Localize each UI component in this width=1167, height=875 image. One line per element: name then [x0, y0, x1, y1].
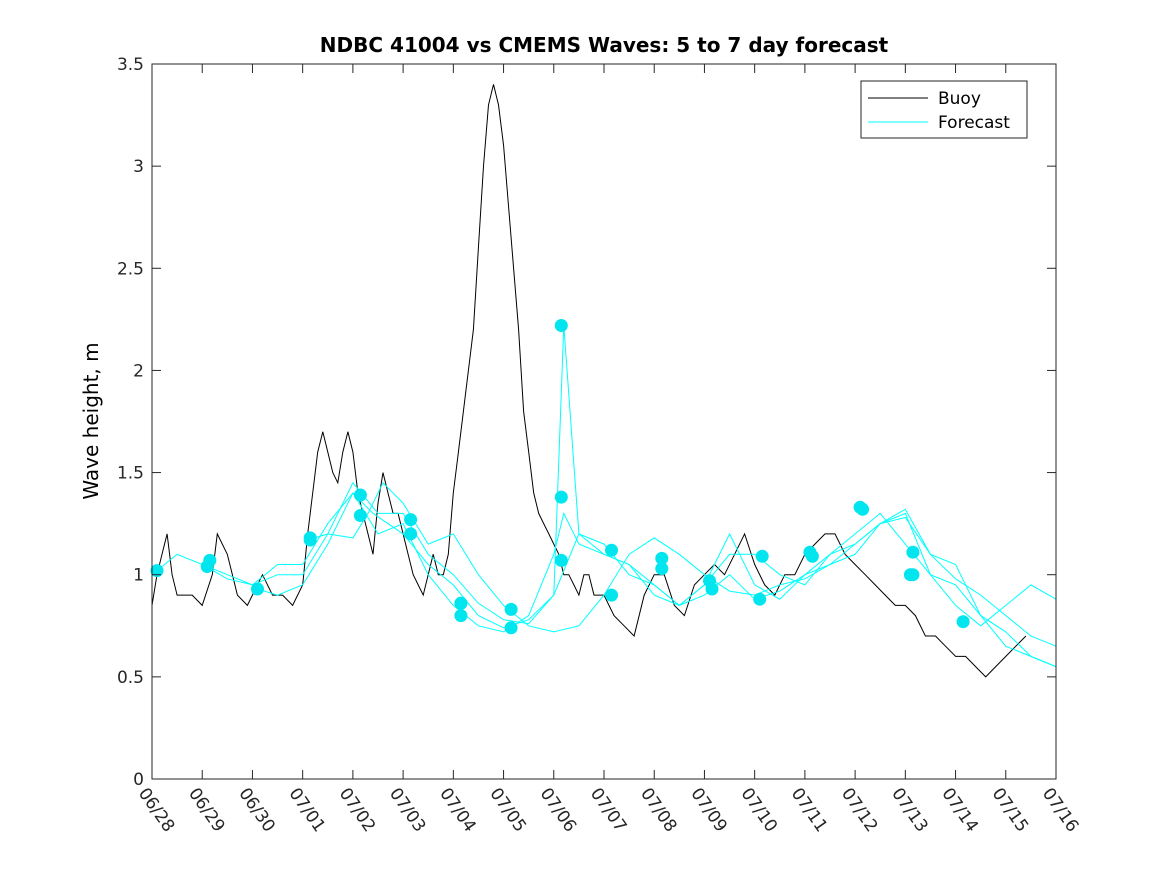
x-tick-label: 07/05 [485, 784, 529, 836]
forecast-start-marker [303, 531, 317, 545]
forecast-start-marker [605, 588, 618, 602]
forecast-start-marker [251, 582, 264, 596]
forecast-start-marker [705, 582, 719, 596]
plot-area [152, 64, 1056, 779]
x-tick-label: 07/14 [937, 784, 981, 836]
forecast-start-marker [906, 545, 920, 559]
y-tick-label: 3 [133, 157, 144, 177]
forecast-series-line-4 [307, 325, 1057, 668]
forecast-series-line-1 [156, 481, 1057, 647]
y-tick-label: 3.5 [117, 55, 144, 75]
y-tick-label: 2 [133, 361, 144, 381]
forecast-start-marker [753, 592, 767, 606]
forecast-start-marker [454, 596, 468, 610]
legend-forecast-label: Forecast [938, 113, 1010, 133]
forecast-start-marker [605, 543, 618, 557]
forecast-start-marker [554, 319, 568, 332]
x-tick-label: 07/04 [435, 784, 479, 836]
x-tick-label: 07/06 [536, 784, 580, 836]
x-tick-label: 07/09 [686, 784, 730, 836]
x-tick-label: 07/03 [385, 784, 429, 836]
forecast-start-marker [353, 509, 367, 522]
forecast-start-marker [906, 568, 920, 582]
forecast-start-marker [504, 602, 518, 616]
x-tick-label: 07/12 [837, 784, 881, 836]
buoy-series-line [151, 84, 1027, 678]
forecast-start-marker [504, 621, 518, 635]
forecast-start-marker [805, 549, 819, 563]
y-tick-label: 0.5 [117, 668, 144, 688]
forecast-start-marker [655, 551, 669, 565]
y-tick-label: 1.5 [117, 464, 144, 484]
forecast-start-marker [353, 488, 367, 502]
y-tick-label: 0 [133, 770, 144, 790]
series-layer [151, 84, 1057, 678]
forecast-start-marker [150, 564, 164, 578]
x-tick-label: 06/28 [134, 784, 178, 836]
legend-box [860, 80, 1028, 139]
forecast-start-marker [404, 513, 418, 527]
y-tick-label: 1 [133, 566, 144, 586]
forecast-start-marker [554, 490, 568, 504]
forecast-series-line-3 [257, 491, 1057, 668]
x-tick-label: 06/29 [184, 784, 228, 836]
y-axis-label: Wave height, m [79, 342, 103, 499]
forecast-start-marker [856, 502, 870, 516]
x-tick-label: 07/07 [586, 784, 630, 836]
forecast-start-marker [554, 553, 568, 567]
forecast-start-marker [454, 609, 468, 623]
x-tick-label: 07/15 [988, 784, 1032, 836]
forecast-start-marker [404, 527, 418, 541]
x-tick-label: 07/02 [335, 784, 379, 836]
x-tick-label: 06/30 [234, 784, 278, 836]
x-tick-label: 07/11 [787, 784, 831, 836]
x-tick-label: 07/16 [1038, 784, 1082, 836]
forecast-start-marker [655, 562, 669, 576]
legend-buoy-label: Buoy [938, 89, 981, 109]
y-tick-label: 2.5 [117, 259, 144, 279]
x-tick-label: 07/01 [285, 784, 329, 836]
chart-title: NDBC 41004 vs CMEMS Waves: 5 to 7 day fo… [320, 33, 889, 57]
x-tick-label: 07/08 [636, 784, 680, 836]
forecast-start-marker [755, 549, 769, 563]
x-tick-label: 07/13 [887, 784, 931, 836]
marker-layer [150, 319, 970, 635]
x-tick-label: 07/10 [737, 784, 781, 836]
forecast-start-marker [203, 553, 217, 567]
legend: Buoy Forecast [860, 80, 1028, 139]
forecast-start-marker [956, 615, 970, 629]
